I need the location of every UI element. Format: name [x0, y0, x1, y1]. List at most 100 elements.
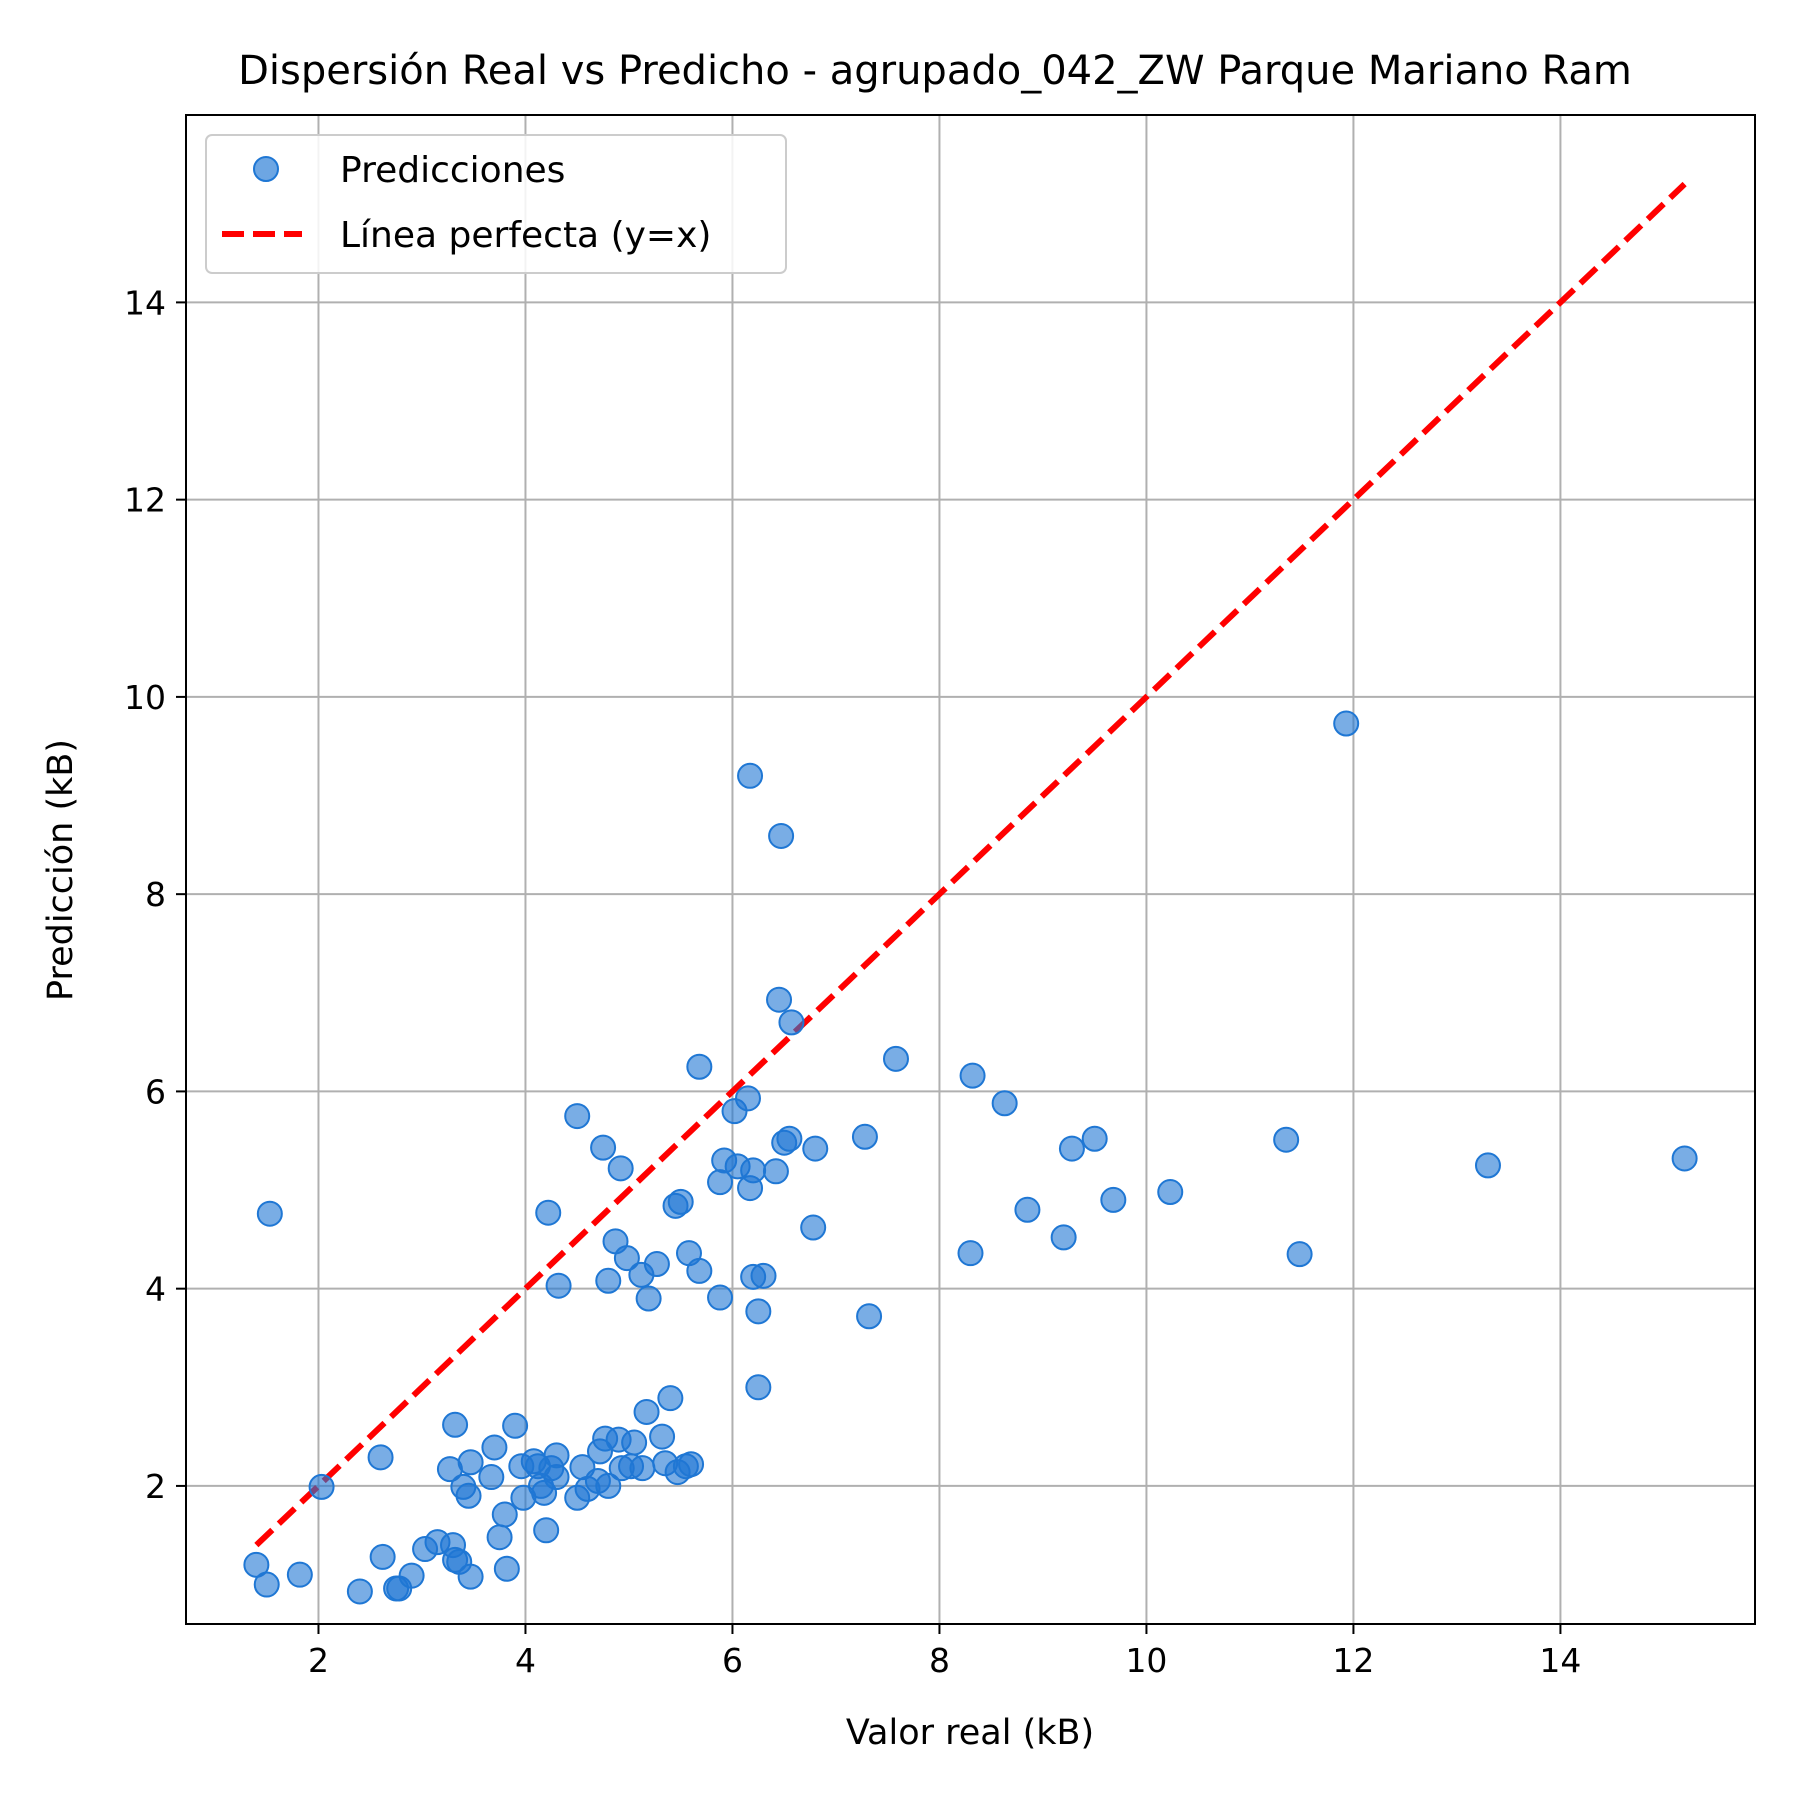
data-point: [491, 1501, 518, 1528]
data-point: [564, 1103, 591, 1130]
y-tick-label: 10: [124, 678, 166, 717]
data-point: [737, 762, 764, 789]
legend-label-perfect-line: Línea perfecta (y=x): [340, 215, 711, 256]
chart-title: Dispersión Real vs Predicho - agrupado_0…: [238, 48, 1632, 94]
data-point: [766, 986, 793, 1013]
plot-frame: [185, 114, 1756, 1625]
data-point: [667, 1188, 694, 1215]
data-point: [621, 1429, 648, 1456]
y-axis-label: Predicción (kB): [41, 739, 81, 1001]
data-point: [286, 1561, 313, 1588]
data-point: [369, 1543, 396, 1570]
x-axis-label: Valor real (kB): [846, 1713, 1094, 1753]
data-point: [1081, 1125, 1108, 1152]
data-point: [253, 1571, 280, 1598]
data-point: [486, 1524, 513, 1551]
data-point: [481, 1434, 508, 1461]
data-point: [457, 1449, 484, 1476]
y-axis-ticks: 2 4 6 8 10 12 14: [124, 283, 186, 1506]
data-point: [442, 1411, 469, 1438]
data-point: [535, 1199, 562, 1226]
data-point: [882, 1045, 909, 1072]
data-point: [643, 1251, 670, 1278]
legend-marker-predicciones: [253, 156, 279, 182]
data-point: [1671, 1145, 1698, 1172]
x-axis-ticks: 2 4 6 8 10 12 14: [308, 1624, 1581, 1680]
data-point: [457, 1563, 484, 1590]
data-point: [745, 1298, 772, 1325]
x-tick-label: 6: [722, 1641, 743, 1680]
data-point: [768, 822, 795, 849]
y-tick-label: 8: [145, 875, 166, 914]
data-point: [707, 1284, 734, 1311]
y-tick-label: 6: [145, 1072, 166, 1111]
data-point: [851, 1123, 878, 1150]
data-point: [750, 1262, 777, 1289]
data-point: [613, 1245, 640, 1272]
data-point: [957, 1240, 984, 1267]
data-point: [649, 1423, 676, 1450]
y-tick-label: 2: [145, 1467, 166, 1506]
data-point: [1050, 1224, 1077, 1251]
data-point: [778, 1009, 805, 1036]
data-point: [455, 1482, 482, 1509]
data-point: [1058, 1135, 1085, 1162]
perfect-line-layer: [254, 181, 1687, 1548]
legend: Predicciones Línea perfecta (y=x): [205, 134, 787, 274]
perfect-line: [254, 181, 1687, 1548]
x-tick-label: 10: [1125, 1641, 1167, 1680]
data-point: [493, 1555, 520, 1582]
data-point: [595, 1267, 622, 1294]
data-point: [478, 1464, 505, 1491]
data-point: [543, 1464, 570, 1491]
data-point: [762, 1158, 789, 1185]
data-point: [678, 1451, 705, 1478]
grid: [186, 115, 1755, 1624]
x-tick-label: 8: [929, 1641, 950, 1680]
data-point: [1100, 1186, 1127, 1213]
data-point: [1333, 710, 1360, 737]
data-point: [1474, 1152, 1501, 1179]
data-point: [633, 1398, 660, 1425]
data-point: [686, 1053, 713, 1080]
data-point: [856, 1303, 883, 1330]
data-point: [1273, 1126, 1300, 1153]
data-point: [686, 1257, 713, 1284]
data-point: [595, 1472, 622, 1499]
x-tick-label: 12: [1332, 1641, 1374, 1680]
legend-box: [205, 134, 787, 274]
data-point: [745, 1374, 772, 1401]
x-tick-label: 14: [1539, 1641, 1581, 1680]
data-point: [1157, 1179, 1184, 1206]
data-point: [657, 1385, 684, 1412]
data-point: [629, 1455, 656, 1482]
data-point: [635, 1285, 662, 1312]
data-point: [800, 1214, 827, 1241]
y-tick-label: 14: [124, 283, 166, 322]
data-point: [308, 1473, 335, 1500]
data-point: [991, 1090, 1018, 1117]
data-point: [398, 1562, 425, 1589]
data-point: [802, 1135, 829, 1162]
legend-label-predicciones: Predicciones: [340, 150, 565, 191]
data-point: [346, 1578, 373, 1605]
data-point: [545, 1272, 572, 1299]
data-point: [1014, 1196, 1041, 1223]
data-points: [243, 710, 1698, 1605]
data-point: [607, 1155, 634, 1182]
y-tick-label: 4: [145, 1270, 166, 1309]
data-point: [740, 1157, 767, 1184]
data-point: [502, 1412, 529, 1439]
data-point: [959, 1062, 986, 1089]
data-point: [256, 1200, 283, 1227]
x-tick-label: 2: [308, 1641, 329, 1680]
data-point: [1286, 1241, 1313, 1268]
data-point: [533, 1517, 560, 1544]
data-point: [367, 1444, 394, 1471]
y-tick-label: 12: [124, 481, 166, 520]
x-tick-label: 4: [515, 1641, 536, 1680]
data-point: [776, 1125, 803, 1152]
data-point: [590, 1134, 617, 1161]
data-point: [734, 1085, 761, 1112]
